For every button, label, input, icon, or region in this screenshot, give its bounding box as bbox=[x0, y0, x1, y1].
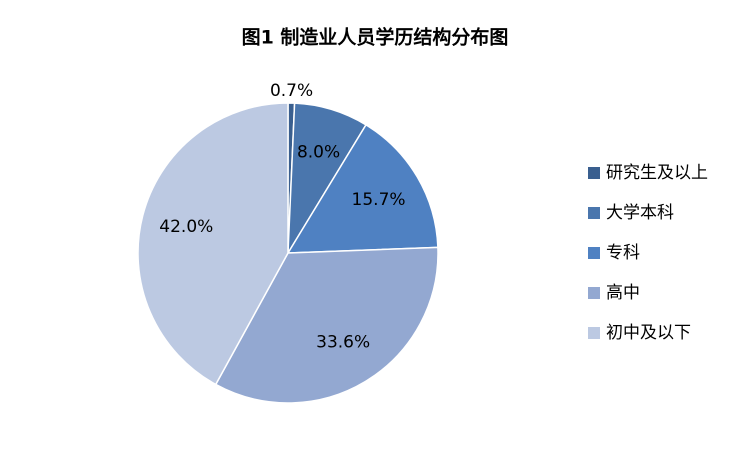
data-label: 15.7% bbox=[352, 190, 406, 210]
legend-label: 高中 bbox=[606, 283, 640, 303]
pie-slice bbox=[214, 246, 439, 404]
data-label: 8.0% bbox=[297, 143, 340, 163]
legend-swatch bbox=[588, 207, 600, 219]
legend-swatch bbox=[588, 287, 600, 299]
legend-label: 初中及以下 bbox=[606, 323, 691, 343]
data-label: 0.7% bbox=[270, 81, 313, 101]
pie-slice bbox=[286, 123, 439, 254]
data-label: 33.6% bbox=[316, 332, 370, 352]
chart-title: 图1 制造业人员学历结构分布图 bbox=[242, 26, 509, 49]
pie-slice bbox=[137, 102, 289, 386]
legend-label: 研究生及以上 bbox=[606, 163, 708, 183]
legend-label: 专科 bbox=[606, 243, 640, 263]
legend-swatch bbox=[588, 247, 600, 259]
legend-label: 大学本科 bbox=[606, 203, 674, 223]
legend-swatch bbox=[588, 327, 600, 339]
legend-swatch bbox=[588, 167, 600, 179]
data-label: 42.0% bbox=[159, 217, 213, 237]
